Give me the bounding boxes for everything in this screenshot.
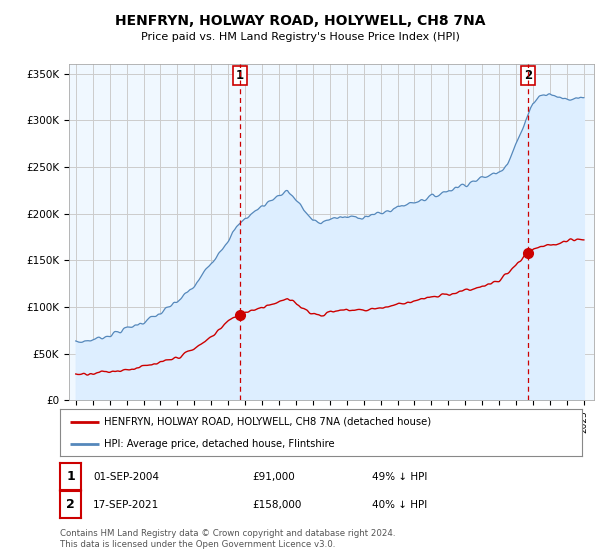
Text: 2: 2 xyxy=(524,69,532,82)
Text: 17-SEP-2021: 17-SEP-2021 xyxy=(93,500,159,510)
Text: Price paid vs. HM Land Registry's House Price Index (HPI): Price paid vs. HM Land Registry's House … xyxy=(140,32,460,43)
Text: 40% ↓ HPI: 40% ↓ HPI xyxy=(372,500,427,510)
Text: Contains HM Land Registry data © Crown copyright and database right 2024.
This d: Contains HM Land Registry data © Crown c… xyxy=(60,529,395,549)
Text: 1: 1 xyxy=(235,69,244,82)
Text: HENFRYN, HOLWAY ROAD, HOLYWELL, CH8 7NA: HENFRYN, HOLWAY ROAD, HOLYWELL, CH8 7NA xyxy=(115,14,485,28)
Text: 2: 2 xyxy=(66,498,75,511)
Text: 01-SEP-2004: 01-SEP-2004 xyxy=(93,472,159,482)
Text: £91,000: £91,000 xyxy=(252,472,295,482)
Text: HENFRYN, HOLWAY ROAD, HOLYWELL, CH8 7NA (detached house): HENFRYN, HOLWAY ROAD, HOLYWELL, CH8 7NA … xyxy=(104,417,431,427)
Text: £158,000: £158,000 xyxy=(252,500,301,510)
Text: 49% ↓ HPI: 49% ↓ HPI xyxy=(372,472,427,482)
Text: HPI: Average price, detached house, Flintshire: HPI: Average price, detached house, Flin… xyxy=(104,438,335,449)
Text: 1: 1 xyxy=(66,470,75,483)
